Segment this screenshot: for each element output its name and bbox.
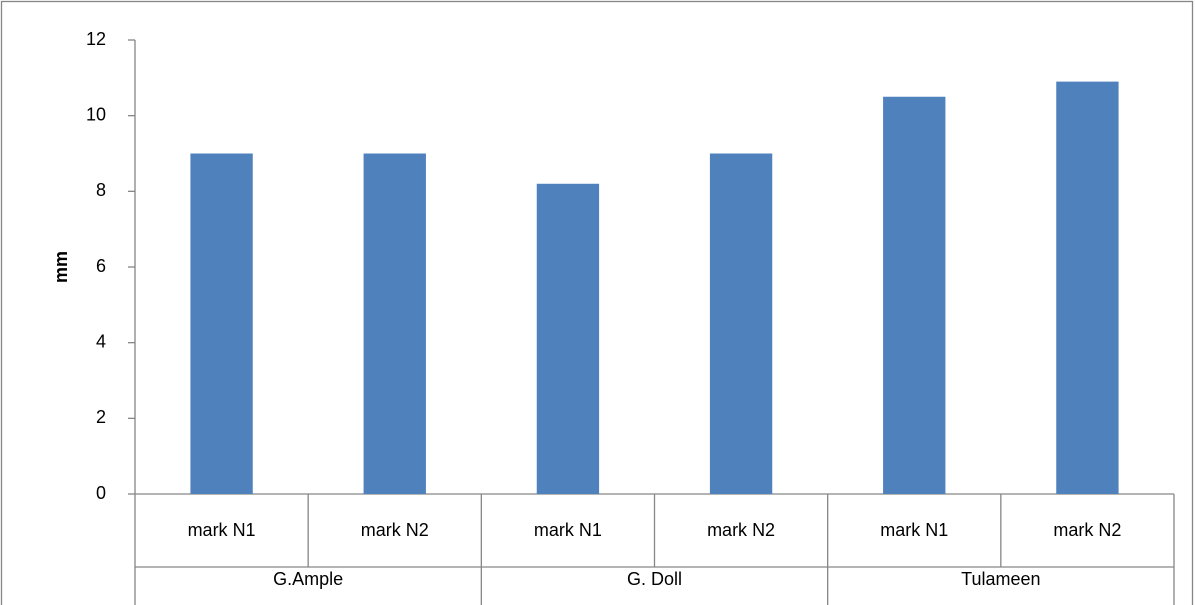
bar — [883, 96, 946, 494]
x-tick-label: mark N1 — [534, 520, 602, 540]
x-tick-label: mark N2 — [707, 520, 775, 540]
y-tick-label: 12 — [86, 29, 106, 49]
bar — [363, 153, 426, 494]
y-tick-label: 8 — [96, 180, 106, 200]
group-label: Tulameen — [961, 569, 1040, 589]
bar — [1056, 81, 1119, 494]
bar — [190, 153, 253, 494]
x-tick-label: mark N1 — [188, 520, 256, 540]
y-tick-label: 10 — [86, 104, 106, 124]
bar — [536, 183, 600, 494]
y-axis-label: mm — [51, 251, 71, 283]
x-tick-label: mark N1 — [880, 520, 948, 540]
x-tick-label: mark N2 — [361, 520, 429, 540]
y-tick-label: 6 — [96, 256, 106, 276]
group-label: G.Ample — [273, 569, 343, 589]
bar — [709, 153, 773, 494]
y-tick-label: 2 — [96, 407, 106, 427]
y-tick-label: 4 — [96, 331, 106, 351]
group-label: G. Doll — [627, 569, 682, 589]
x-tick-label: mark N2 — [1053, 520, 1121, 540]
y-tick-label: 0 — [96, 483, 106, 503]
